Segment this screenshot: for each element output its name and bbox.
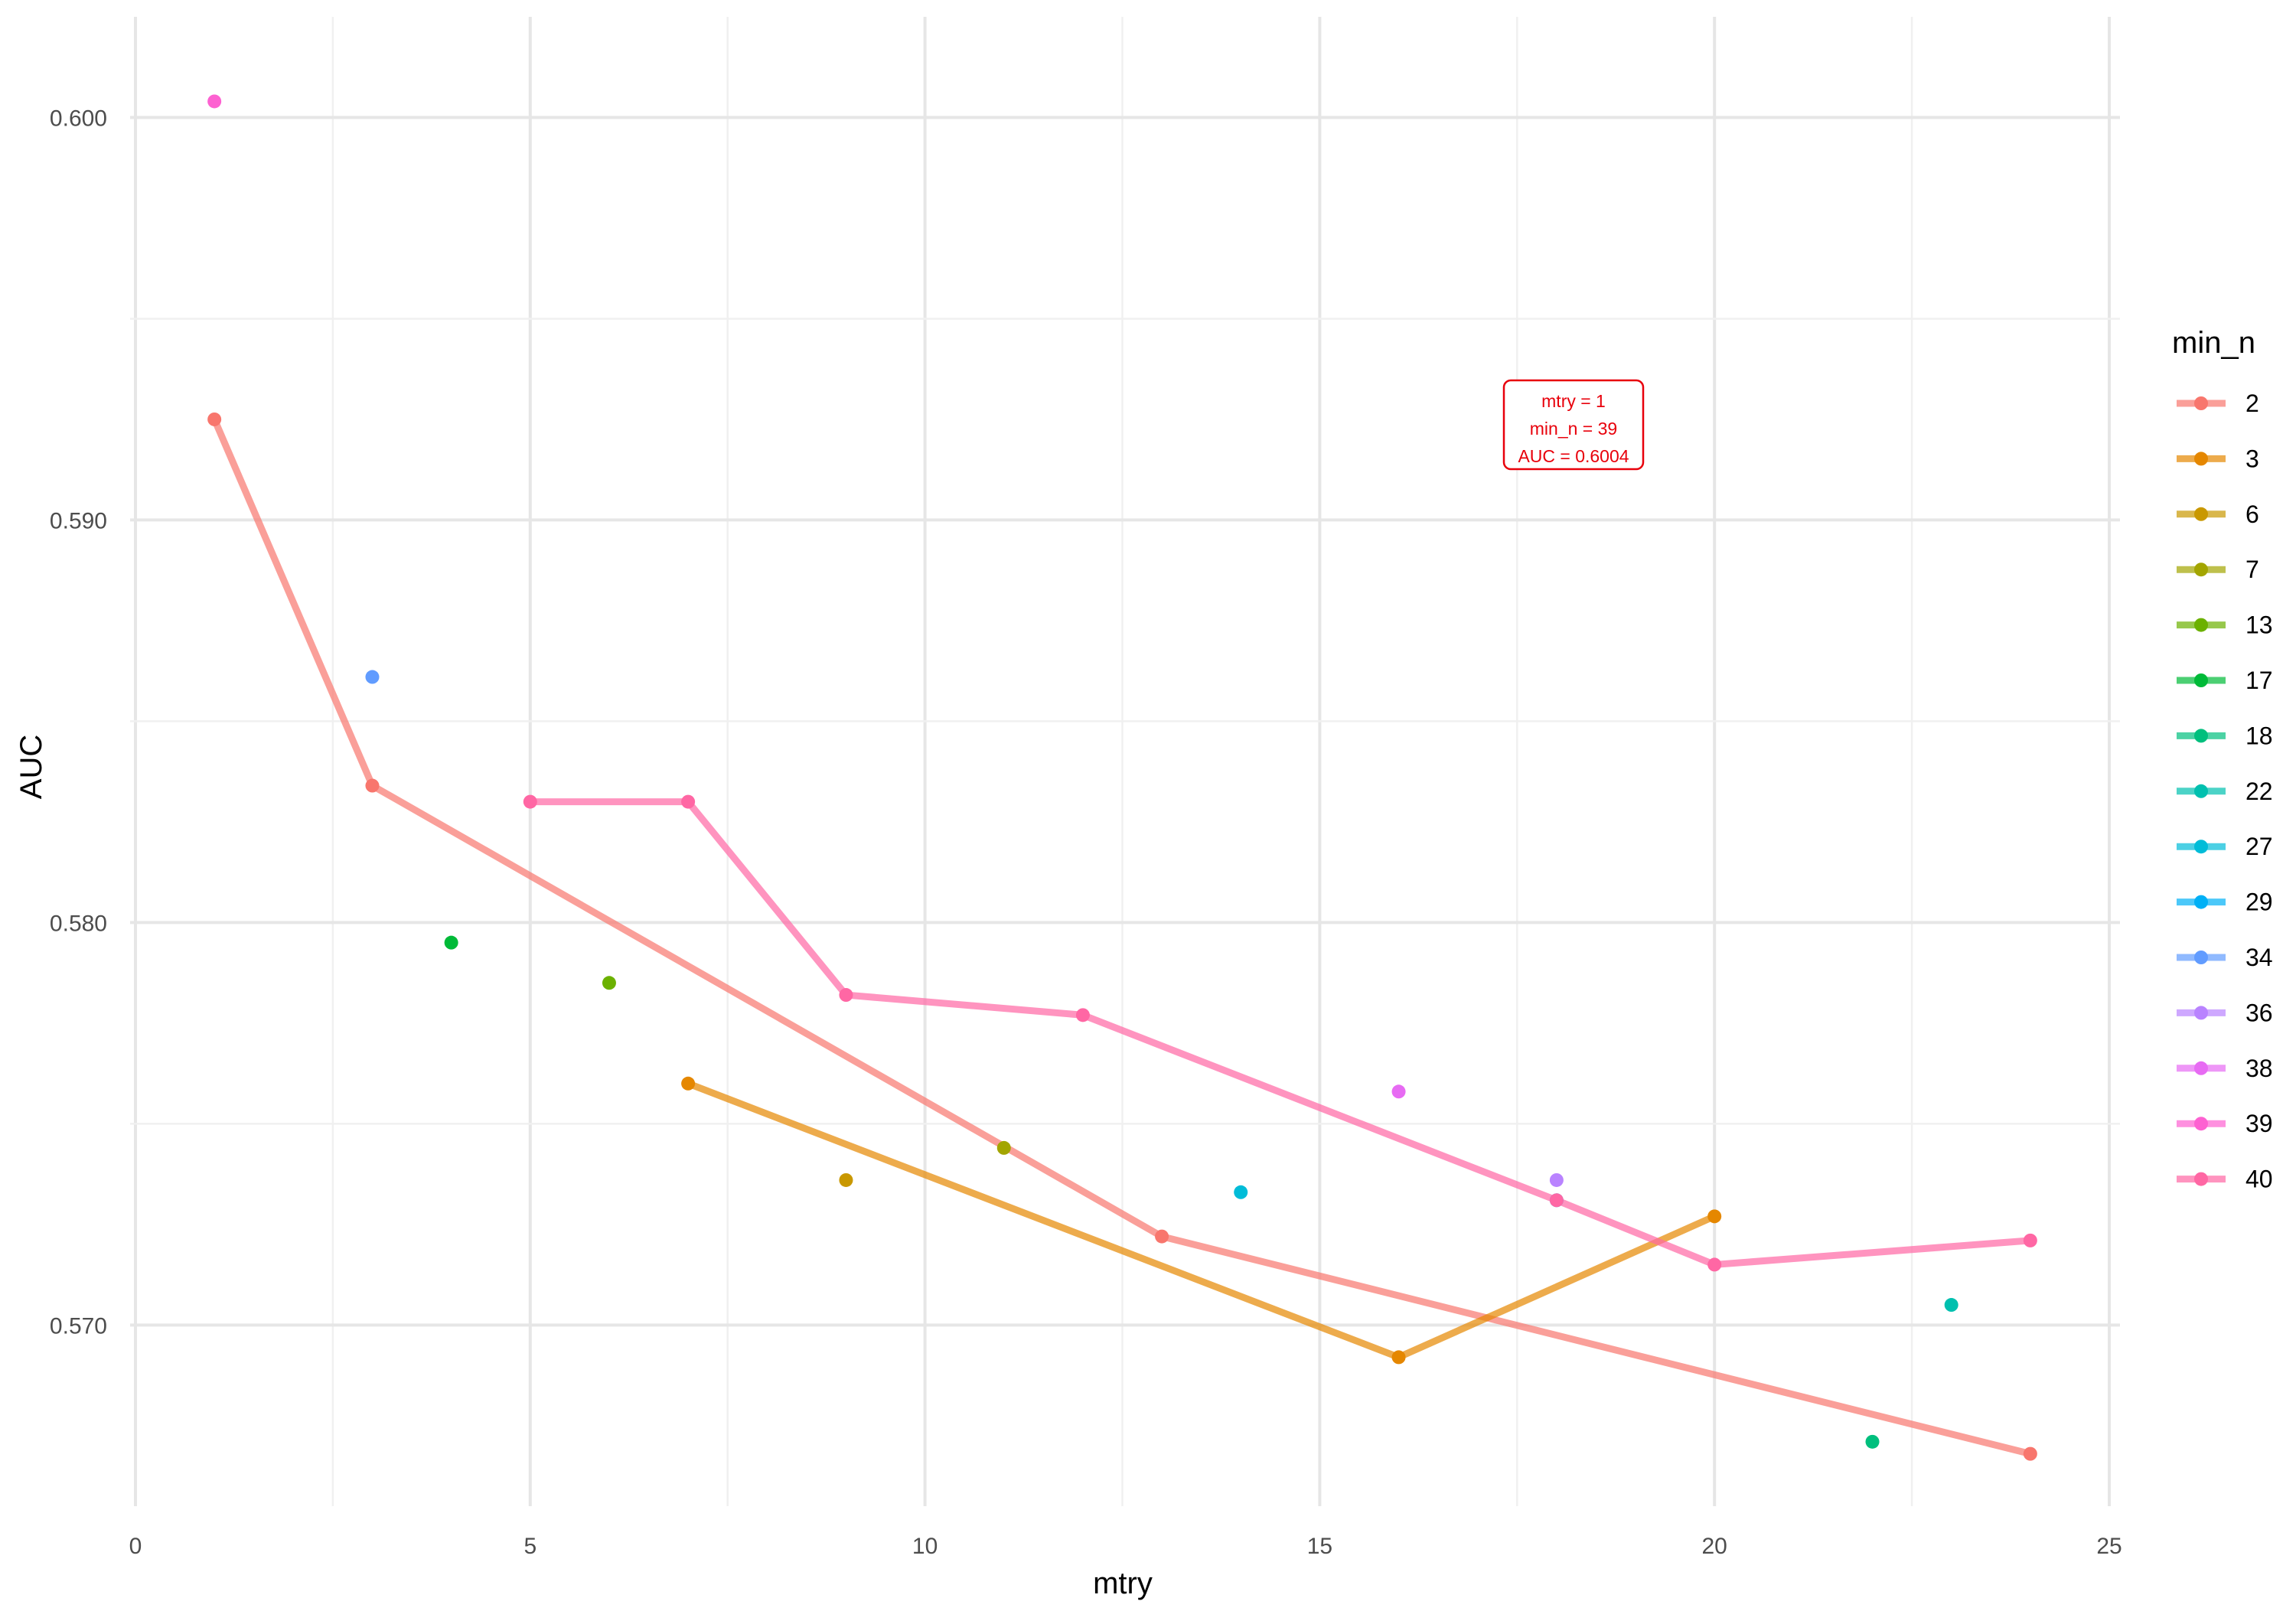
data-point-min-n-22 bbox=[1944, 1298, 1958, 1313]
legend-label: 22 bbox=[2245, 778, 2273, 805]
data-point-min-n-3 bbox=[1391, 1350, 1406, 1365]
data-point-min-n-2 bbox=[1155, 1229, 1169, 1244]
x-axis-title: mtry bbox=[1093, 1567, 1153, 1600]
legend-label: 18 bbox=[2245, 722, 2273, 749]
data-point-min-n-40 bbox=[1075, 1008, 1090, 1022]
y-tick-label: 0.570 bbox=[50, 1313, 107, 1339]
data-point-min-n-2 bbox=[365, 778, 380, 793]
x-axis: 0 5 10 15 20 25 bbox=[129, 1534, 2122, 1559]
best-point-annotation: mtry = 1 min_n = 39 AUC = 0.6004 bbox=[1502, 379, 1645, 471]
data-point-min-n-40 bbox=[839, 988, 853, 1003]
data-point-min-n-40 bbox=[1549, 1193, 1564, 1208]
legend-label: 34 bbox=[2245, 944, 2273, 971]
legend-label: 27 bbox=[2245, 833, 2273, 860]
data-point-min-n-2 bbox=[2023, 1446, 2037, 1461]
data-point-min-n-39 bbox=[207, 94, 222, 109]
legend-title: min_n bbox=[2172, 326, 2255, 360]
legend-label: 36 bbox=[2245, 999, 2273, 1026]
annotation-line: mtry = 1 bbox=[1541, 391, 1606, 411]
data-point-min-n-27 bbox=[1234, 1185, 1248, 1199]
data-point-min-n-40 bbox=[1707, 1257, 1722, 1272]
x-tick-label: 15 bbox=[1307, 1534, 1332, 1559]
annotation-line: min_n = 39 bbox=[1530, 419, 1617, 439]
series-line-min-n-2 bbox=[210, 416, 2034, 1458]
data-point-min-n-40 bbox=[2023, 1233, 2037, 1247]
data-point-min-n-40 bbox=[523, 794, 537, 809]
series-line-min-n-40 bbox=[527, 798, 2034, 1268]
legend-label: 17 bbox=[2245, 667, 2273, 694]
data-point-min-n-6 bbox=[839, 1172, 853, 1187]
legend-label: 3 bbox=[2245, 445, 2259, 472]
legend-key-point bbox=[2194, 1117, 2208, 1131]
data-point-min-n-38 bbox=[1391, 1084, 1406, 1099]
legend-key-point bbox=[2194, 396, 2208, 410]
legend-label: 13 bbox=[2245, 611, 2273, 639]
legend-label: 7 bbox=[2245, 556, 2259, 583]
x-tick-label: 5 bbox=[523, 1534, 536, 1559]
annotation-box bbox=[1502, 379, 1645, 471]
legend-key-point bbox=[2194, 840, 2208, 854]
data-point-min-n-36 bbox=[1549, 1172, 1564, 1187]
legend-label: 2 bbox=[2245, 390, 2259, 417]
legend-key-point bbox=[2194, 1172, 2208, 1186]
legend-label: 29 bbox=[2245, 889, 2273, 916]
legend-key-point bbox=[2194, 563, 2208, 577]
y-tick-label: 0.580 bbox=[50, 911, 107, 936]
data-point-min-n-13 bbox=[602, 976, 616, 990]
data-point-min-n-2 bbox=[207, 412, 222, 426]
y-tick-label: 0.600 bbox=[50, 106, 107, 131]
x-tick-label: 20 bbox=[1702, 1534, 1727, 1559]
legend-key-point bbox=[2194, 452, 2208, 466]
y-axis: 0.570 0.580 0.590 0.600 bbox=[50, 106, 107, 1339]
legend-key-point bbox=[2194, 895, 2208, 909]
data-point-min-n-34 bbox=[365, 670, 380, 684]
grid bbox=[130, 17, 2120, 1506]
data-point-min-n-3 bbox=[1707, 1209, 1722, 1224]
data-point-min-n-18 bbox=[1865, 1434, 1880, 1449]
legend-label: 39 bbox=[2245, 1110, 2273, 1137]
legend-key-point bbox=[2194, 951, 2208, 964]
x-tick-label: 25 bbox=[2096, 1534, 2122, 1559]
legend-label: 38 bbox=[2245, 1055, 2273, 1082]
x-tick-label: 0 bbox=[129, 1534, 142, 1559]
legend-key-point bbox=[2194, 729, 2208, 743]
legend-key-point bbox=[2194, 507, 2208, 521]
data-point-min-n-3 bbox=[681, 1076, 696, 1091]
y-tick-label: 0.590 bbox=[50, 508, 107, 533]
annotation-line: AUC = 0.6004 bbox=[1518, 446, 1629, 466]
legend-key-point bbox=[2194, 618, 2208, 632]
legend-label: 40 bbox=[2245, 1166, 2273, 1193]
y-axis-title: AUC bbox=[15, 735, 48, 799]
series-points bbox=[207, 94, 2037, 1461]
x-tick-label: 10 bbox=[912, 1534, 938, 1559]
data-point-min-n-40 bbox=[681, 794, 696, 809]
data-point-min-n-7 bbox=[996, 1140, 1011, 1155]
data-point-min-n-17 bbox=[444, 935, 458, 950]
legend-key-point bbox=[2194, 1061, 2208, 1075]
legend-key-point bbox=[2194, 1006, 2208, 1020]
legend-key-point bbox=[2194, 784, 2208, 798]
legend-key-point bbox=[2194, 673, 2208, 687]
legend-label: 6 bbox=[2245, 501, 2259, 528]
